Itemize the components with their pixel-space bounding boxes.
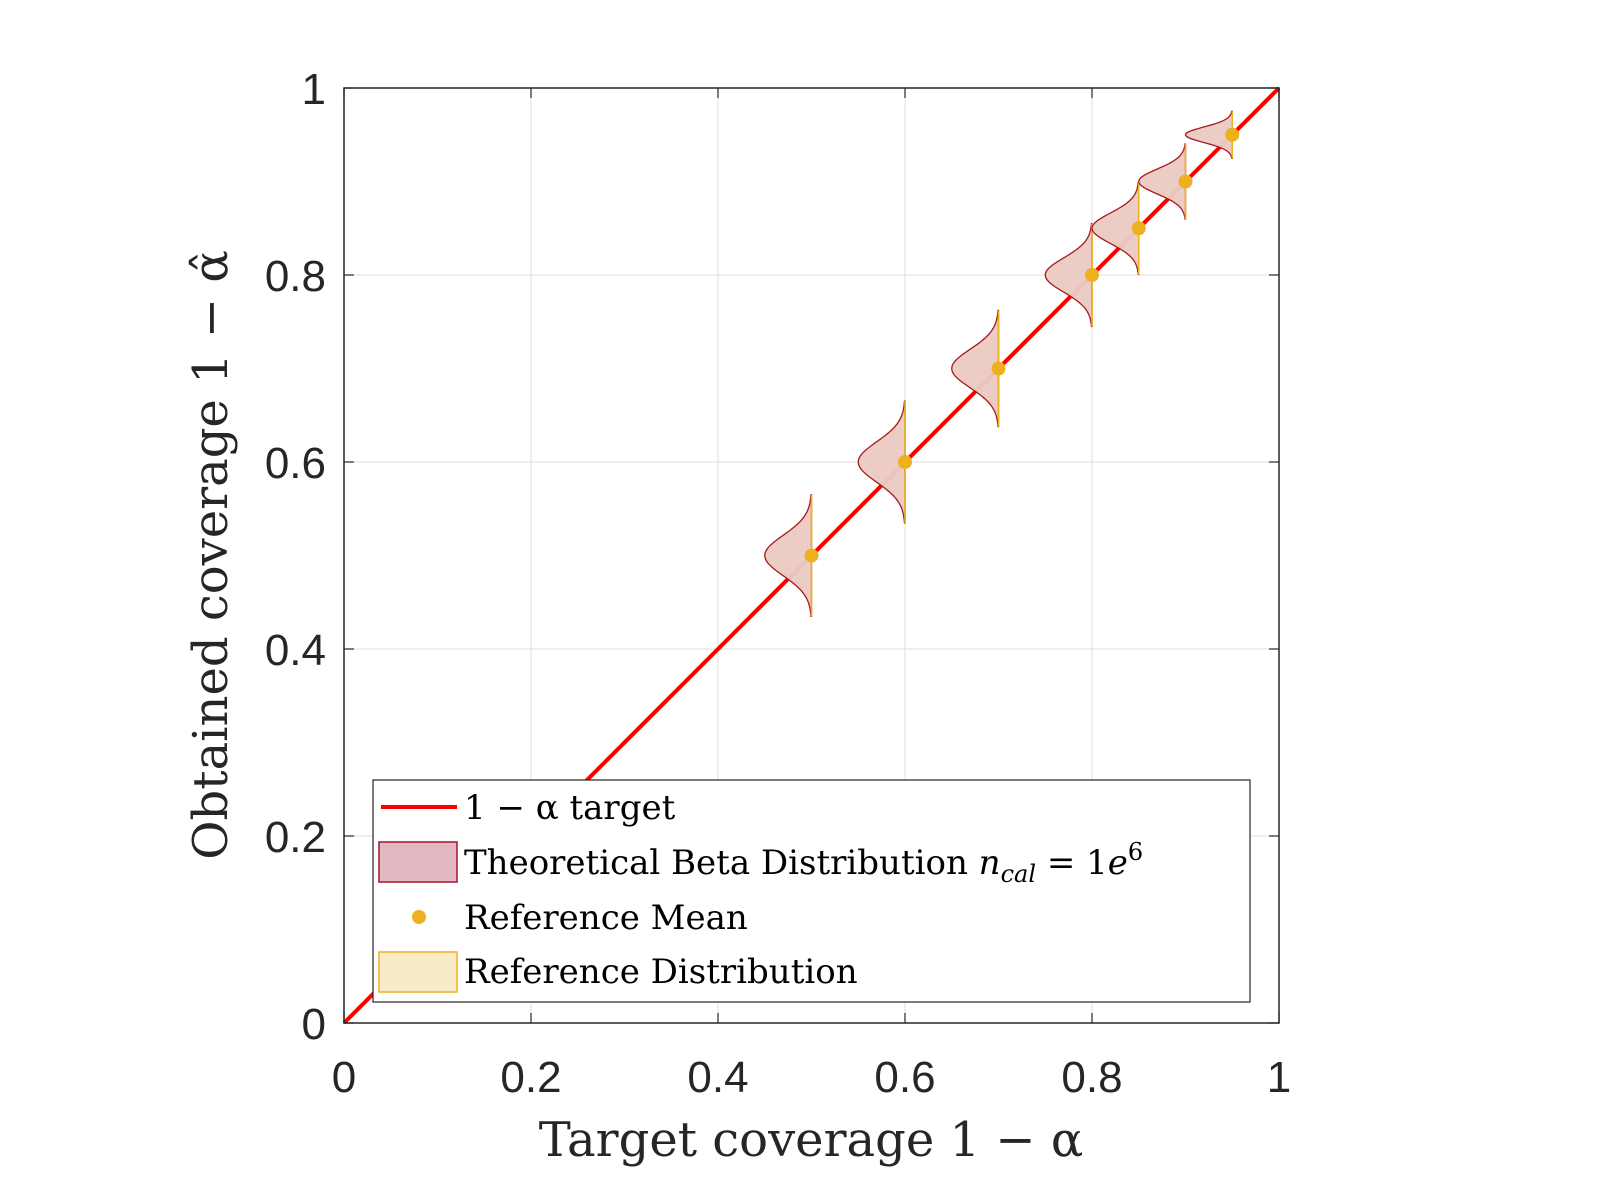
- x-tick-label: 0.8: [1061, 1053, 1122, 1102]
- legend-mean-marker: [412, 910, 426, 924]
- beta-distribution: [1044, 222, 1093, 328]
- ticks: [343, 87, 1280, 1024]
- beta-distribution: [764, 494, 813, 617]
- legend-target-label: 1 − α target: [464, 788, 676, 828]
- x-tick-label: 0: [332, 1053, 356, 1102]
- legend-beta-swatch: [378, 841, 458, 883]
- reference-mean-point: [1131, 221, 1146, 236]
- legend-mean-label: Reference Mean: [464, 898, 748, 938]
- y-tick-label: 0: [302, 1000, 326, 1049]
- legend-box: [372, 779, 1251, 1003]
- beta-distribution: [1184, 110, 1233, 159]
- x-tick-label: 1: [1267, 1053, 1291, 1102]
- y-tick-label: 0.4: [265, 626, 326, 675]
- tick-labels: 0 0.2 0.4 0.6 0.8 1 0 0.2 0.4 0.6 0.8 1: [265, 65, 1291, 1102]
- x-tick-label: 0.2: [500, 1053, 561, 1102]
- reference-mean-point: [991, 361, 1006, 376]
- reference-mean-point: [804, 548, 819, 563]
- reference-mean-point: [1225, 127, 1240, 142]
- beta-distribution: [1091, 181, 1140, 275]
- x-axis-label: Target coverage 1 − α: [539, 1112, 1083, 1168]
- legend-reference-label: Reference Distribution: [464, 952, 858, 992]
- reference-mean-point: [898, 455, 912, 469]
- beta-distribution: [857, 400, 906, 524]
- y-tick-label: 0.2: [265, 813, 326, 862]
- legend-reference-swatch: [378, 951, 458, 993]
- y-tick-label: 0.6: [265, 439, 326, 488]
- beta-distribution: [1138, 143, 1187, 220]
- reference-mean-point: [1085, 268, 1099, 282]
- legend-beta-label: Theoretical Beta Distribution ncal = 1e6: [464, 838, 1143, 888]
- y-tick-label: 0.8: [265, 252, 326, 301]
- y-tick-label: 1: [302, 65, 326, 114]
- legend: 1 − α target Theoretical Beta Distributi…: [372, 779, 1251, 1003]
- y-axis-label: Obtained coverage 1 − α̂: [183, 250, 239, 860]
- reference-mean-point: [1178, 174, 1193, 189]
- x-tick-label: 0.6: [874, 1053, 935, 1102]
- plot-frame: [343, 87, 1280, 1024]
- x-tick-label: 0.4: [687, 1053, 748, 1102]
- distribution-layer: [763, 110, 1240, 618]
- beta-distribution: [951, 309, 1000, 428]
